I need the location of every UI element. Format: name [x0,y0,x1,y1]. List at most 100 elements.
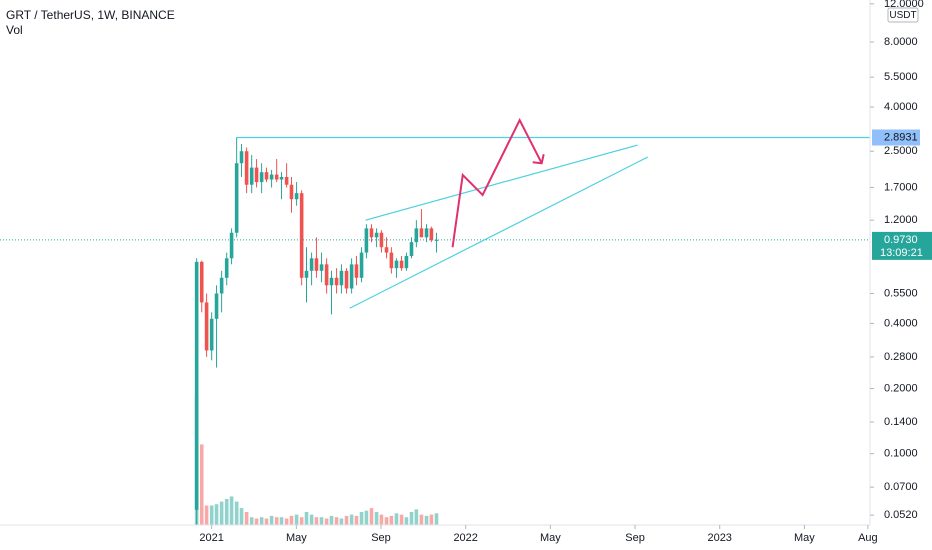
x-tick-label: May [794,532,815,544]
volume-bar [394,513,399,525]
volume-bar [209,505,214,525]
candle-body [384,247,389,253]
currency-box[interactable] [887,7,919,23]
y-tick-label: 0.2000 [884,382,918,394]
candle-body [309,258,314,271]
candle-body [414,228,419,243]
candle-body [224,258,229,278]
candle-body [319,264,324,271]
drawing [365,144,638,221]
y-tick-label: 0.2800 [884,351,918,363]
volume-bar [274,517,279,525]
candle-body [299,193,304,278]
candle-body [409,242,414,256]
y-tick-label: 0.1000 [884,448,918,460]
x-tick-label: 2022 [453,532,477,544]
y-tick-label: 1.7000 [884,181,918,193]
volume-label: Vol [6,23,23,37]
y-tick-label: 0.1400 [884,416,918,428]
volume-bar [284,518,289,525]
x-tick-label: May [286,532,307,544]
volume-bar [224,499,229,525]
volume-bar [214,504,219,525]
y-tick-label: 1.2000 [884,214,918,226]
candle-body [434,239,439,241]
volume-bar [359,512,364,525]
candle-body [394,260,399,269]
candle-body [304,270,309,278]
candle-body [399,260,404,269]
volume-bar [219,501,224,525]
volume-bar [264,518,269,525]
last-price-label: 0.9730 [884,234,918,246]
volume-bar [329,515,334,525]
candle-body [279,177,284,180]
candle-body [359,252,364,278]
y-tick-label: 5.5000 [884,71,918,83]
candle-body [259,172,264,183]
volume-bar [304,512,309,525]
y-tick-label: 12.0000 [884,0,924,10]
x-tick-label: 2023 [707,532,731,544]
volume-bar [369,508,374,525]
candle-body [419,228,424,238]
candle-body [374,232,379,238]
volume-bar [319,517,324,525]
y-tick-label: 0.5500 [884,287,918,299]
volume-bar [434,513,439,525]
candle-body [199,261,204,303]
volume-bar [249,517,254,525]
volume-bar [324,518,329,525]
countdown: 13:09:21 [880,247,923,259]
volume-bar [419,514,424,525]
candle-body [249,167,254,185]
candle-body [334,277,339,286]
volume-bar [414,509,419,525]
y-tick-label: 8.0000 [884,36,918,48]
candle-body [214,293,219,319]
volume-bar [294,514,299,525]
candle-body [314,258,319,271]
x-tick-label: May [540,532,561,544]
volume-bar [429,514,434,525]
candle-body [329,277,334,286]
volume-bar [379,514,384,525]
volume-bar [334,517,339,525]
chart-title: GRT / TetherUS, 1W, BINANCE [6,8,175,22]
candle-body [404,255,409,269]
y-tick-label: 4.0000 [884,101,918,113]
volume-bar [269,515,274,525]
candle-body [244,151,249,185]
y-tick-label: 2.5000 [884,145,918,157]
volume-bar [254,518,259,525]
volume-bar [299,517,304,525]
candle-body [254,167,259,183]
volume-bar [409,512,414,525]
x-tick-label: 2021 [199,532,223,544]
volume-bar [349,514,354,525]
volume-bar [199,444,204,525]
volume-bar [339,518,344,525]
volume-bar [239,508,244,525]
candle-body [349,264,354,289]
candle-body [219,277,224,294]
candle-body [239,151,244,164]
volume-bar [384,517,389,525]
volume-bar [244,512,249,525]
volume-bar [289,515,294,525]
candle-body [194,261,199,510]
volume-bar [389,515,394,525]
candle-body [429,228,434,241]
candle-body [284,177,289,185]
y-tick-label: 0.0700 [884,481,918,493]
candle-body [264,172,269,180]
y-tick-label: 0.0520 [884,509,918,521]
volume-bar [309,514,314,525]
candle-body [339,270,344,286]
drawing [349,156,649,309]
currency: USDT [889,10,916,21]
volume-bar [229,496,234,525]
candle-body [389,252,394,269]
